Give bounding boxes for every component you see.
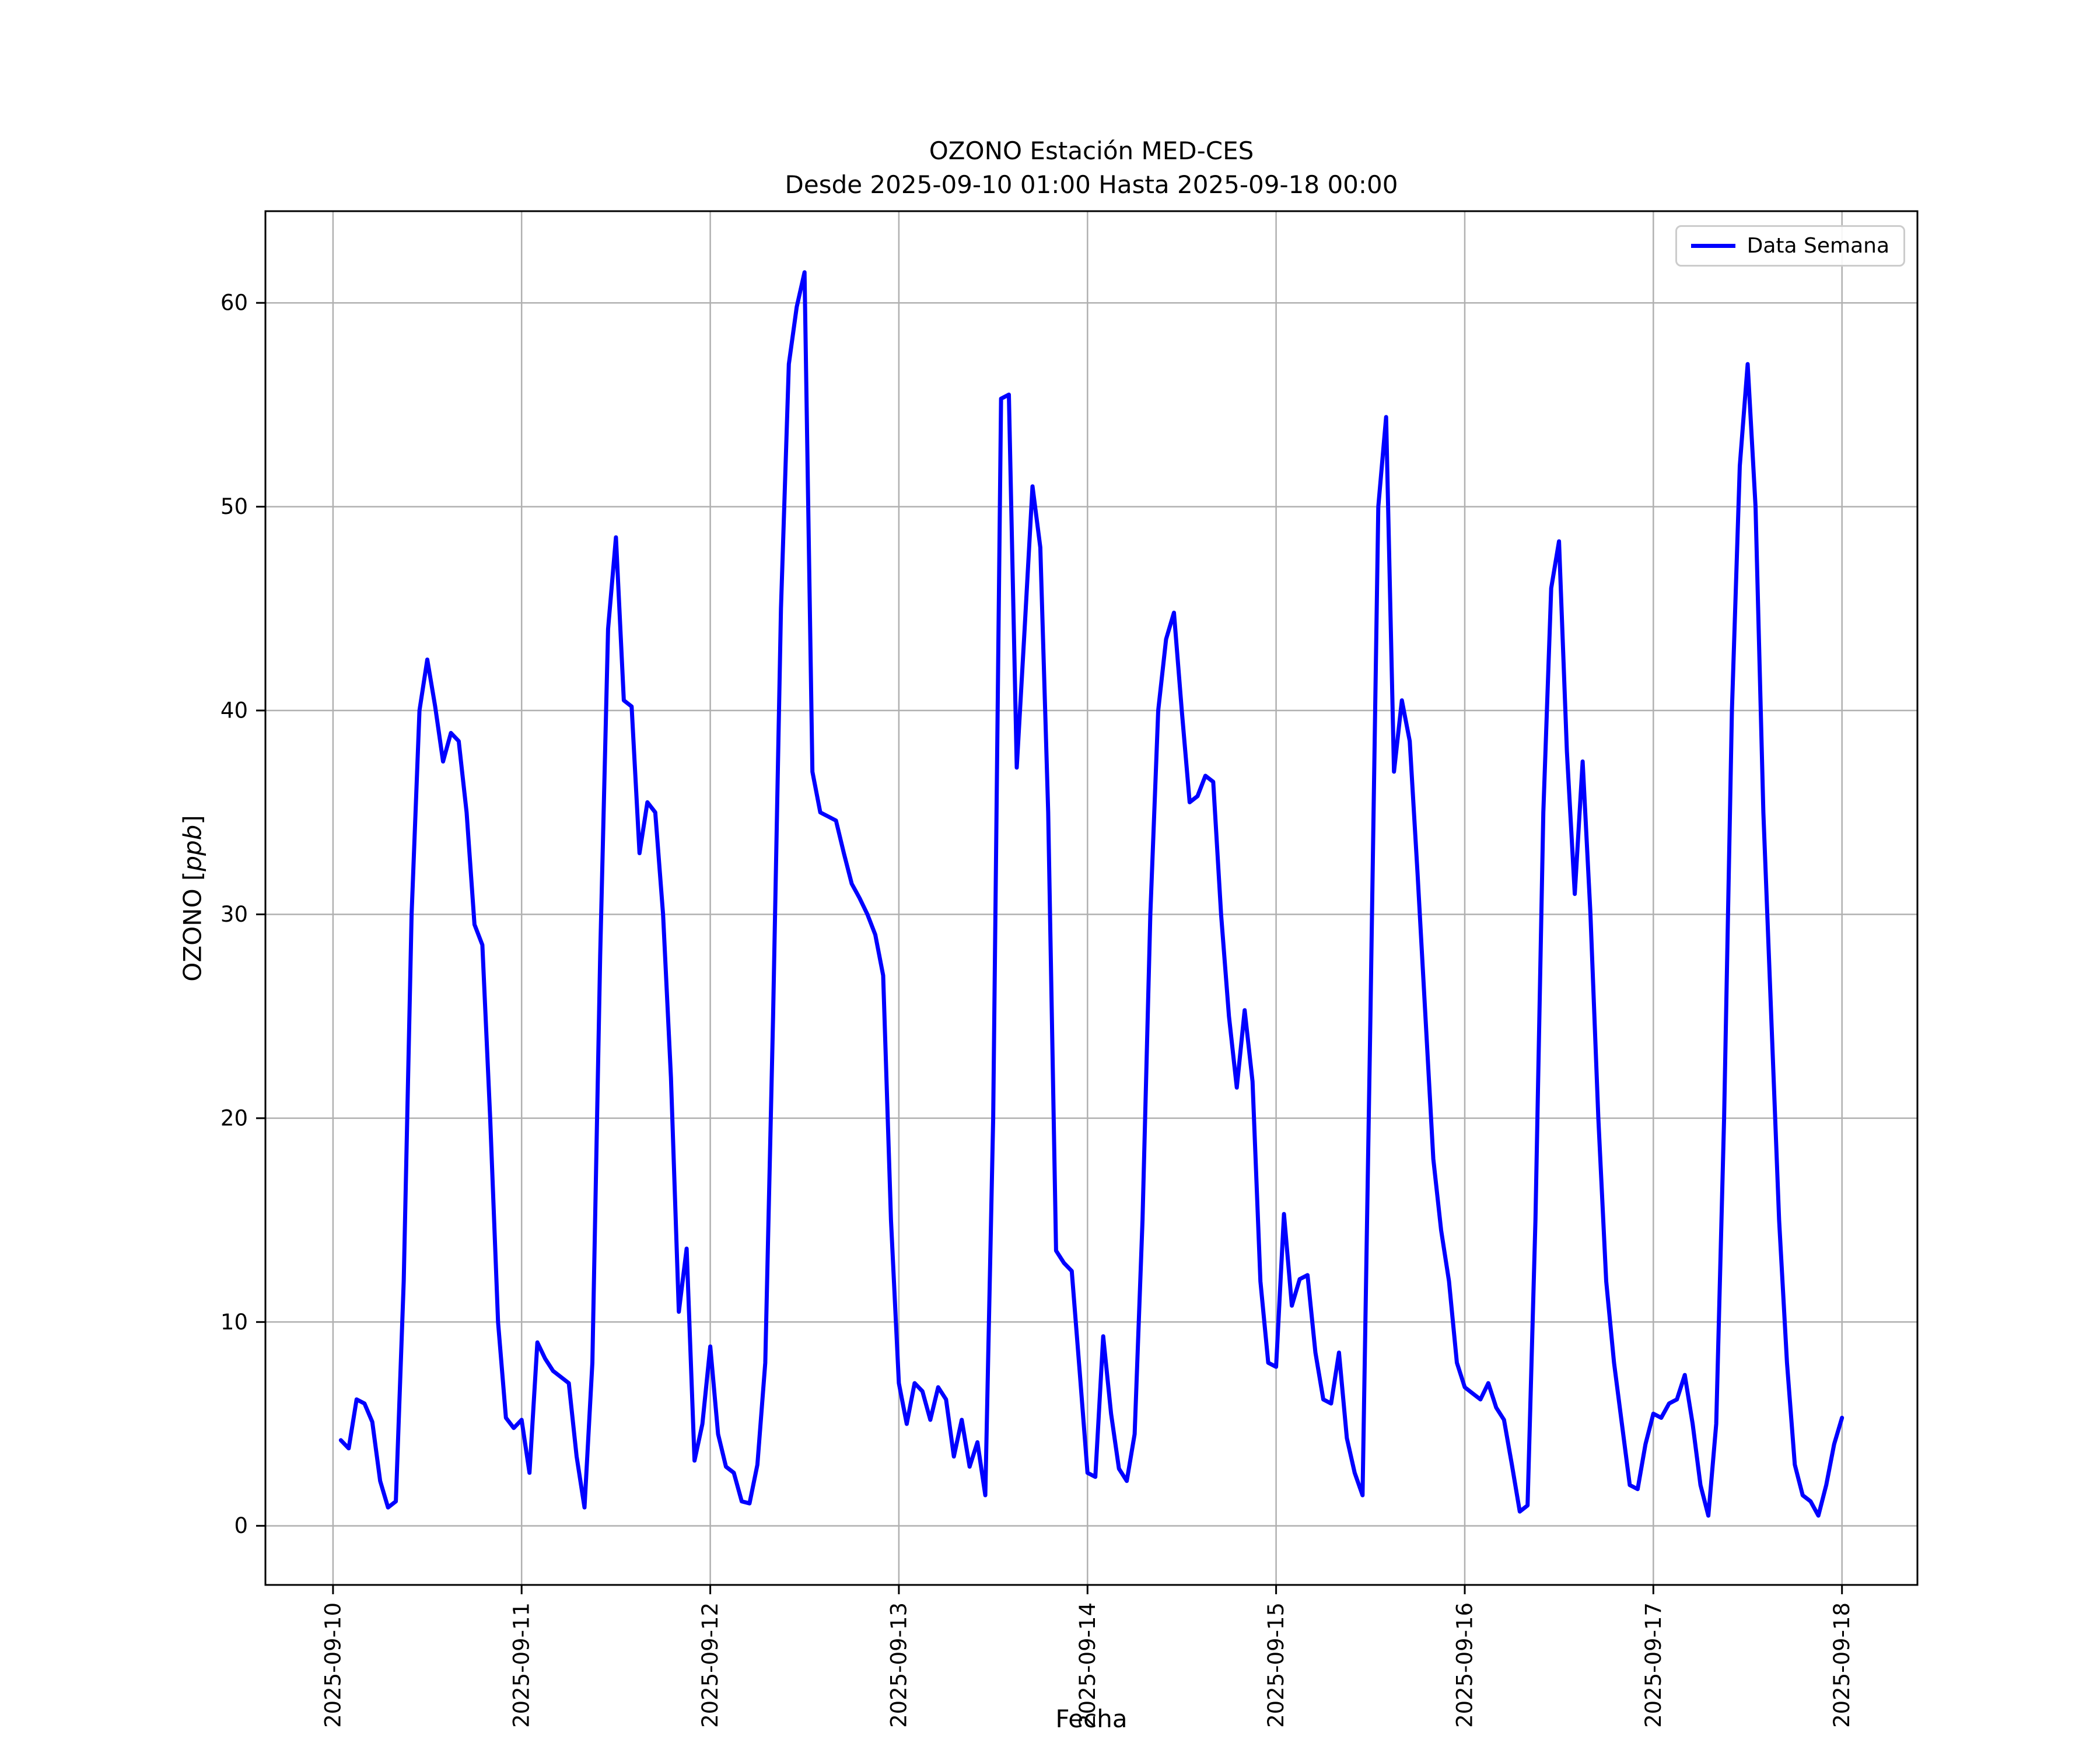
x-tick-label: 2025-09-14: [1075, 1602, 1100, 1728]
x-tick-label: 2025-09-18: [1829, 1602, 1854, 1728]
x-tick-label: 2025-09-12: [698, 1602, 723, 1728]
legend: Data Semana: [1675, 225, 1905, 267]
y-axis-label-unit: ppb: [178, 824, 207, 872]
y-tick-label: 30: [220, 902, 248, 927]
y-tick-label: 60: [220, 290, 248, 316]
plot-area: [265, 211, 1917, 1585]
x-tick-label: 2025-09-15: [1264, 1602, 1289, 1728]
y-axis-label-suffix: ]: [178, 815, 207, 825]
y-tick-label: 0: [234, 1513, 248, 1538]
y-axis-label-prefix: OZONO [: [178, 871, 207, 982]
axes-frame: [264, 210, 1919, 1586]
chart-title-line1: OZONO Estación MED-CES: [929, 136, 1254, 165]
y-tick-label: 40: [220, 698, 248, 723]
x-tick-label: 2025-09-16: [1452, 1602, 1478, 1728]
data-line: [338, 270, 1845, 1518]
y-tick-label: 20: [220, 1105, 248, 1130]
x-axis-label: Fecha: [1055, 1704, 1128, 1733]
chart-title-line2: Desde 2025-09-10 01:00 Hasta 2025-09-18 …: [785, 170, 1398, 199]
legend-line-swatch: [1690, 244, 1735, 248]
y-tick-label: 50: [220, 494, 248, 519]
legend-entry-label: Data Semana: [1746, 234, 1889, 258]
y-tick-label: 10: [220, 1310, 248, 1335]
x-tick-label: 2025-09-11: [509, 1602, 534, 1728]
x-tick-label: 2025-09-10: [320, 1602, 345, 1728]
x-tick-label: 2025-09-17: [1641, 1602, 1666, 1728]
x-tick-label: 2025-09-13: [886, 1602, 911, 1728]
y-axis-label: OZONO [ppb]: [178, 815, 207, 981]
chart-title: OZONO Estación MED-CES Desde 2025-09-10 …: [265, 134, 1917, 202]
